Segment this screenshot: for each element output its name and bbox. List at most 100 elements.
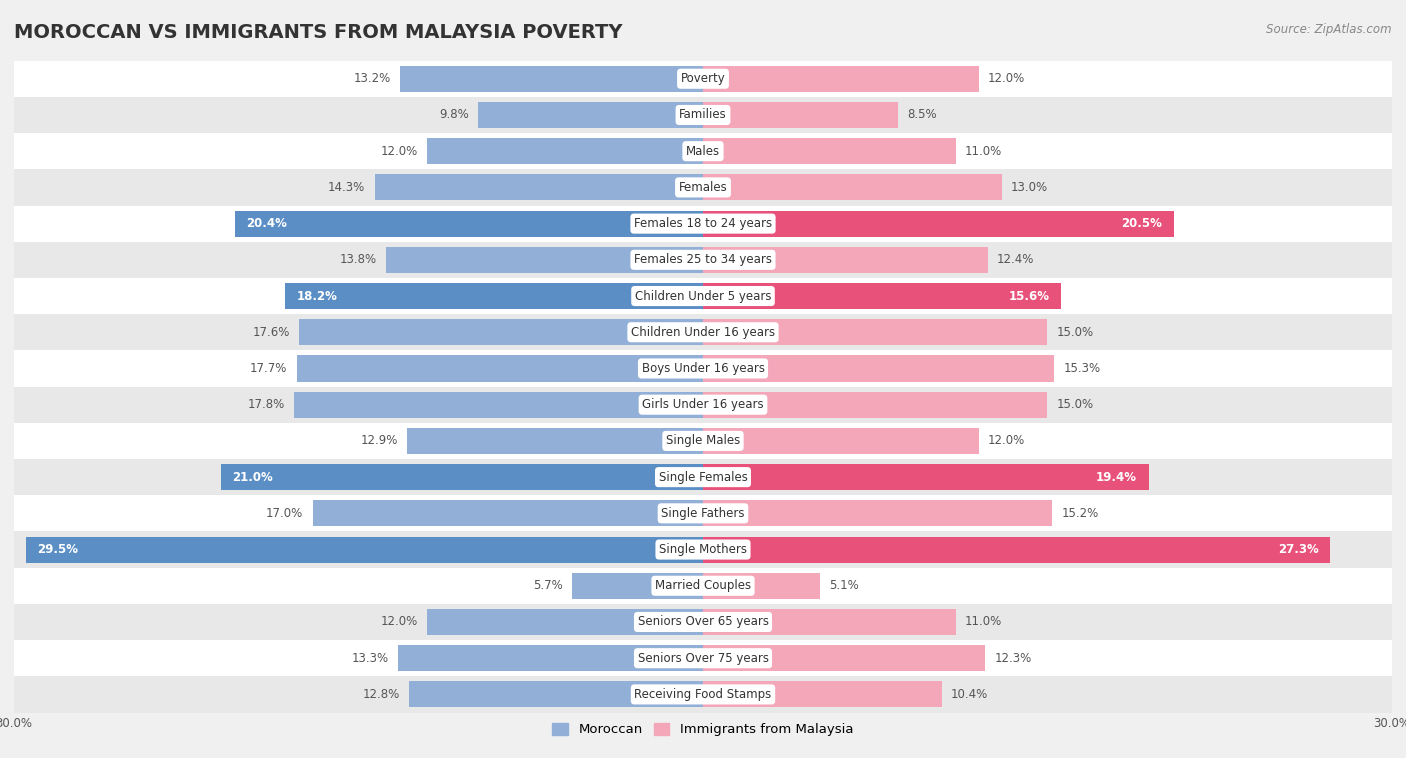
Text: 21.0%: 21.0% bbox=[232, 471, 273, 484]
Bar bbox=[14, 640, 1392, 676]
Bar bbox=[703, 66, 979, 92]
Text: Females 18 to 24 years: Females 18 to 24 years bbox=[634, 217, 772, 230]
Bar bbox=[14, 495, 1392, 531]
Text: 13.0%: 13.0% bbox=[1011, 181, 1047, 194]
Bar bbox=[14, 459, 1392, 495]
Text: 12.9%: 12.9% bbox=[360, 434, 398, 447]
Bar bbox=[703, 174, 1001, 200]
Bar bbox=[703, 211, 1174, 236]
Bar bbox=[703, 681, 942, 707]
Text: Single Fathers: Single Fathers bbox=[661, 507, 745, 520]
Bar bbox=[406, 428, 703, 454]
Bar bbox=[703, 356, 1054, 381]
Text: 10.4%: 10.4% bbox=[950, 688, 988, 701]
Bar bbox=[14, 169, 1392, 205]
Bar bbox=[14, 531, 1392, 568]
Text: 12.0%: 12.0% bbox=[988, 72, 1025, 85]
Bar bbox=[14, 568, 1392, 604]
Bar bbox=[14, 61, 1392, 97]
Bar bbox=[703, 102, 898, 128]
Bar bbox=[14, 205, 1392, 242]
Text: 8.5%: 8.5% bbox=[907, 108, 936, 121]
Text: 18.2%: 18.2% bbox=[297, 290, 337, 302]
Bar bbox=[14, 350, 1392, 387]
Text: 15.0%: 15.0% bbox=[1057, 326, 1094, 339]
Bar bbox=[299, 319, 703, 346]
Bar bbox=[703, 537, 1330, 562]
Text: Seniors Over 75 years: Seniors Over 75 years bbox=[637, 652, 769, 665]
Bar bbox=[14, 423, 1392, 459]
Text: Single Males: Single Males bbox=[666, 434, 740, 447]
Text: 14.3%: 14.3% bbox=[328, 181, 366, 194]
Text: Seniors Over 65 years: Seniors Over 65 years bbox=[637, 615, 769, 628]
Text: 12.0%: 12.0% bbox=[988, 434, 1025, 447]
Bar bbox=[703, 247, 988, 273]
Bar bbox=[703, 319, 1047, 346]
Bar bbox=[25, 537, 703, 562]
Text: Children Under 5 years: Children Under 5 years bbox=[634, 290, 772, 302]
Text: 17.8%: 17.8% bbox=[247, 398, 285, 411]
Text: Receiving Food Stamps: Receiving Food Stamps bbox=[634, 688, 772, 701]
Bar bbox=[478, 102, 703, 128]
Text: Source: ZipAtlas.com: Source: ZipAtlas.com bbox=[1267, 23, 1392, 36]
Bar bbox=[285, 283, 703, 309]
Bar bbox=[703, 428, 979, 454]
Bar bbox=[572, 573, 703, 599]
Bar bbox=[294, 392, 703, 418]
Text: 15.2%: 15.2% bbox=[1062, 507, 1098, 520]
Text: Females: Females bbox=[679, 181, 727, 194]
Text: 13.3%: 13.3% bbox=[352, 652, 388, 665]
Bar bbox=[387, 247, 703, 273]
Bar bbox=[703, 138, 956, 164]
Text: 12.0%: 12.0% bbox=[381, 615, 418, 628]
Text: Girls Under 16 years: Girls Under 16 years bbox=[643, 398, 763, 411]
Bar bbox=[703, 283, 1062, 309]
Bar bbox=[703, 500, 1052, 526]
Text: 13.8%: 13.8% bbox=[340, 253, 377, 266]
Text: Married Couples: Married Couples bbox=[655, 579, 751, 592]
Bar bbox=[703, 609, 956, 635]
Text: Families: Families bbox=[679, 108, 727, 121]
Text: 12.4%: 12.4% bbox=[997, 253, 1035, 266]
Bar bbox=[14, 97, 1392, 133]
Text: 9.8%: 9.8% bbox=[439, 108, 468, 121]
Bar bbox=[703, 573, 820, 599]
Text: Single Females: Single Females bbox=[658, 471, 748, 484]
Bar bbox=[14, 676, 1392, 713]
Bar bbox=[703, 392, 1047, 418]
Bar bbox=[14, 133, 1392, 169]
Bar bbox=[14, 387, 1392, 423]
Text: Poverty: Poverty bbox=[681, 72, 725, 85]
Text: Single Mothers: Single Mothers bbox=[659, 543, 747, 556]
Text: MOROCCAN VS IMMIGRANTS FROM MALAYSIA POVERTY: MOROCCAN VS IMMIGRANTS FROM MALAYSIA POV… bbox=[14, 23, 623, 42]
Text: 11.0%: 11.0% bbox=[965, 615, 1002, 628]
Text: 29.5%: 29.5% bbox=[37, 543, 77, 556]
Text: 20.4%: 20.4% bbox=[246, 217, 287, 230]
Bar bbox=[703, 645, 986, 672]
Bar bbox=[235, 211, 703, 236]
Text: 11.0%: 11.0% bbox=[965, 145, 1002, 158]
Bar bbox=[297, 356, 703, 381]
Text: 15.6%: 15.6% bbox=[1008, 290, 1050, 302]
Text: 13.2%: 13.2% bbox=[353, 72, 391, 85]
Bar bbox=[221, 464, 703, 490]
Text: 17.6%: 17.6% bbox=[252, 326, 290, 339]
Text: 5.1%: 5.1% bbox=[830, 579, 859, 592]
Bar bbox=[703, 464, 1149, 490]
Text: Males: Males bbox=[686, 145, 720, 158]
Bar bbox=[398, 645, 703, 672]
Text: 5.7%: 5.7% bbox=[533, 579, 562, 592]
Legend: Moroccan, Immigrants from Malaysia: Moroccan, Immigrants from Malaysia bbox=[547, 718, 859, 742]
Bar bbox=[409, 681, 703, 707]
Bar bbox=[399, 66, 703, 92]
Text: Children Under 16 years: Children Under 16 years bbox=[631, 326, 775, 339]
Bar bbox=[14, 278, 1392, 314]
Text: 19.4%: 19.4% bbox=[1097, 471, 1137, 484]
Text: 20.5%: 20.5% bbox=[1122, 217, 1163, 230]
Bar bbox=[14, 604, 1392, 640]
Text: 12.8%: 12.8% bbox=[363, 688, 399, 701]
Text: 12.3%: 12.3% bbox=[994, 652, 1032, 665]
Text: 15.3%: 15.3% bbox=[1063, 362, 1101, 375]
Bar bbox=[14, 242, 1392, 278]
Bar bbox=[312, 500, 703, 526]
